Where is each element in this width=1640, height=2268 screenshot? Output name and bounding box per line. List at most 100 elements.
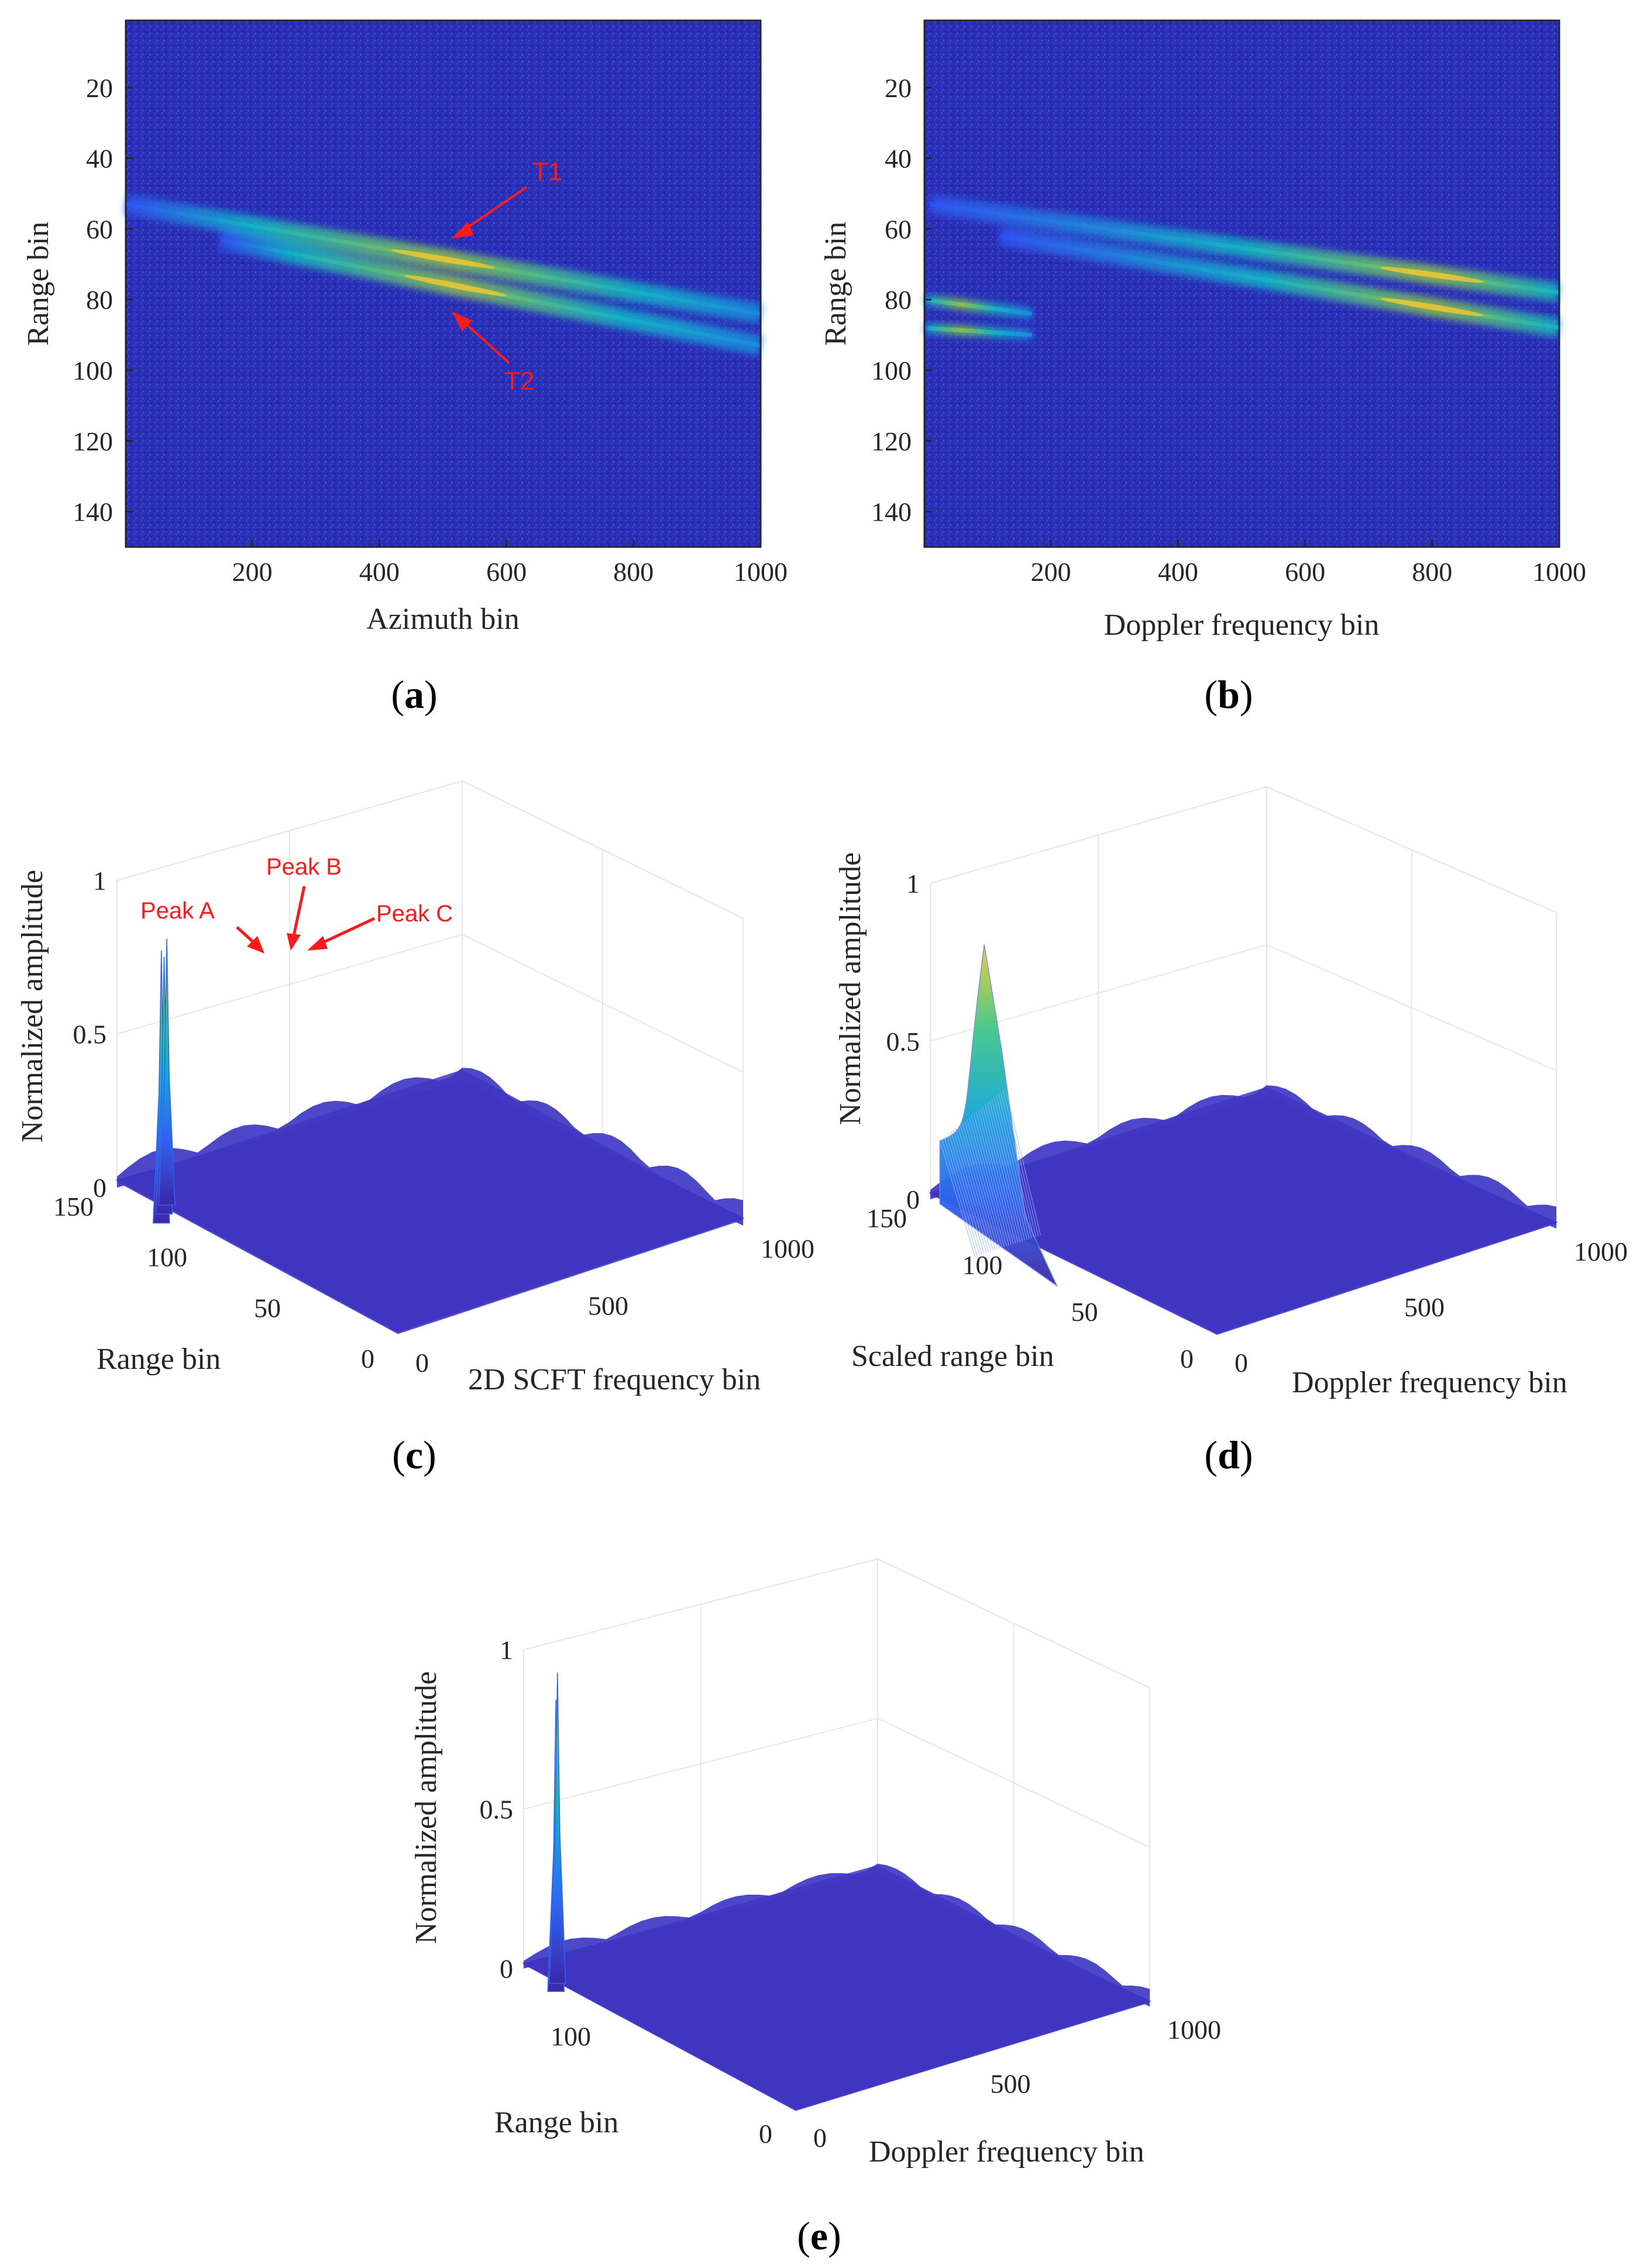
surface-e-zlabel: Normalized amplitude [410,1671,443,1944]
heatmap-a-xtick-label: 200 [232,557,273,587]
surface-e-zgrid [523,1558,1150,1688]
heatmap-b-frame [923,19,1560,548]
surface-c-ztick-label: 0 [93,1173,106,1203]
annotation-t1: T1 [532,157,562,186]
surface-d-zgrid [930,786,1557,913]
surface-e-floor-front [524,1865,1150,2111]
surface-d-ridge-line [980,1108,1016,1244]
surface-c-ylabel: Range bin [97,1343,221,1376]
heatmap-b-xtick-label: 600 [1285,557,1325,587]
surface-c-zlabel: Normalized amplitude [16,870,49,1142]
surface-d-xtick-label: 0 [1235,1348,1248,1378]
heatmap-b-track-wrap2 [924,326,1032,338]
caption-a-letter: a [404,672,424,717]
annotation-peak-b: Peak B [266,854,342,880]
surface-c-xtick-label: 1000 [761,1234,814,1264]
heatmap-a-xtick-label: 400 [359,557,400,587]
surface-d-ridge-line [986,1103,1023,1241]
heatmap-a-xtick-label: 600 [486,557,527,587]
surface-d-ridge-line [955,1128,992,1252]
annotation-arrowhead-peak-c [307,936,328,951]
annotation-peak-a: Peak A [140,898,215,924]
surface-d-ridge-line [948,1133,985,1254]
annotation-arrow-t2 [461,319,510,364]
surface-d-ridge-line [996,1096,1032,1238]
surface-d-ridge-line [953,1130,989,1252]
heatmap-a-frame [125,19,762,548]
surface-d-ridge-line [1005,1088,1041,1235]
annotation-arrowhead-peak-a [247,936,264,954]
surface-e-ztick-label: 1 [500,1635,513,1665]
surface-c-ytick-label: 50 [254,1293,281,1323]
surface-d-zlabel: Normalized amplitude [834,852,867,1125]
heatmap-b-xtick-label: 200 [1031,557,1071,587]
heatmap-a-ytick-label: 140 [73,497,113,527]
surface-d-xtick-label: 500 [1404,1292,1445,1322]
surface-e-xlabel: Doppler frequency bin [869,2135,1144,2169]
heatmap-b-ytick-label: 100 [871,356,912,386]
surface-c-xlabel: 2D SCFT frequency bin [468,1363,761,1396]
caption-c-letter: c [405,1433,423,1477]
surface-e-peak-p2 [549,1672,566,1984]
heatmap-a-ytick-label: 40 [86,144,113,174]
heatmap-b-xtick-label: 800 [1412,557,1452,587]
surface-d-ridge-line [967,1119,1003,1248]
caption-b-letter: b [1218,672,1240,717]
surface-c-zgrid [116,780,744,919]
annotation-arrow-peak-c [321,917,376,945]
surface-d-ridge-line [991,1099,1027,1240]
surface-d-ridge-line [982,1106,1019,1243]
surface-e-ylabel: Range bin [494,2106,618,2139]
heatmap-b-ytick-label: 60 [885,214,912,244]
annotation-arrow-peak-b [292,886,306,937]
heatmap-a-ytick-label: 100 [73,356,113,386]
surface-d-ridge-line [939,1140,976,1257]
caption-d-letter: d [1218,1433,1240,1477]
surface-d-ridge-line [1002,1090,1039,1236]
heatmap-a-hotspot-T1 [391,249,495,269]
heatmap-a-ytick-label: 60 [86,214,113,244]
surface-d-ztick-label: 0 [906,1185,920,1214]
surface-c-ytick-label: 150 [53,1192,94,1221]
heatmap-a-xlabel: Azimuth bin [366,603,519,636]
surface-d-ridge-line [957,1126,993,1251]
surface-c-xtick-label: 500 [588,1291,628,1321]
caption-e-letter: e [810,2214,828,2258]
surface-e-ztick-label: 0 [500,1954,513,1984]
surface-d-ytick-label: 100 [962,1250,1002,1280]
caption-d: (d) [1204,1433,1253,1477]
caption-a: (a) [391,672,437,717]
annotation-arrowhead-t1 [452,222,474,239]
heatmap-b-hotspot-lower [1380,298,1484,316]
annotation-arrow-t1 [461,186,528,232]
surface-c-xtick-label: 0 [415,1348,429,1378]
heatmap-a-ytick-label: 20 [86,73,113,103]
surface-d-ridge-line [984,1104,1021,1242]
surface-e-ytick-label: 0 [759,2119,772,2149]
heatmap-b-hotspot-upper [1380,267,1484,283]
surface-d-ridge-line [962,1123,998,1250]
heatmap-a-ytick-label: 120 [73,426,113,456]
surface-d-ytick-label: 150 [867,1203,907,1233]
surface-d-ridge-line [978,1110,1014,1244]
surface-c-ytick-label: 0 [361,1344,374,1374]
surface-d-ridge-line [993,1097,1030,1239]
surface-c-ytick-label: 100 [147,1243,187,1272]
annotation-arrowhead-peak-b [287,933,301,951]
heatmap-a-ylabel: Range bin [22,222,55,346]
surface-c-peak-peak-c [158,938,176,1206]
heatmap-b-track-wrap1 [924,297,1033,316]
surface-d-ridge-line [960,1124,996,1250]
surface-c-ztick-label: 1 [93,866,106,896]
surface-d-ridge-line [941,1138,978,1256]
annotation-t2: T2 [504,367,534,395]
surface-d-ridge-line [944,1137,980,1255]
surface-d-ridge-line [973,1113,1010,1246]
caption-e: (e) [797,2214,841,2258]
